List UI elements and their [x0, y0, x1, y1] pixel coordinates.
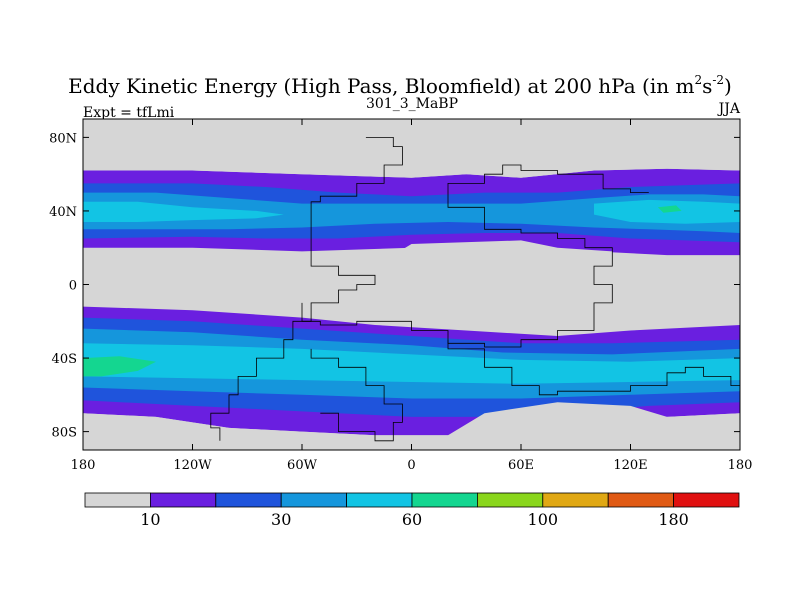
contour-region-sh-max-pacific — [83, 356, 156, 377]
colorbar-box — [215, 492, 282, 508]
contour-region-tropical-minimum-east — [612, 262, 740, 300]
contour-region-nh-core-pacific-west — [83, 201, 284, 222]
contour-region-tropical-minimum-west — [83, 256, 175, 267]
contour-region-polar-cap-south — [83, 402, 740, 441]
y-tick-label: 40S — [52, 352, 77, 367]
x-tick-label: 0 — [407, 458, 415, 473]
y-tick-label: 40N — [49, 205, 77, 220]
continent-outline-layer — [210, 137, 740, 442]
chart-title-s-exponent: -2 — [712, 73, 724, 87]
chart-title-m-exponent: 2 — [694, 73, 702, 87]
outline-continent-americas — [210, 137, 403, 441]
y-tick-label: 0 — [69, 279, 77, 294]
x-tick-label: 120W — [173, 458, 212, 473]
colorbar-box — [411, 492, 478, 508]
x-tick-label: 180 — [71, 458, 96, 473]
y-tick-label: 80N — [49, 131, 77, 146]
right-label: JJA — [717, 101, 741, 117]
colorbar-box — [673, 492, 740, 508]
colorbar-box — [476, 492, 544, 508]
contour-region-sh-core — [83, 343, 740, 384]
y-tick-label: 80S — [52, 426, 77, 441]
chart-title-close: ) — [724, 74, 732, 98]
colorbar-label: 30 — [271, 510, 291, 529]
colorbar-box — [280, 492, 348, 508]
outline-subcontinent-south-america — [310, 348, 403, 442]
chart-title: Eddy Kinetic Energy (High Pass, Bloomfie… — [68, 73, 732, 98]
x-tick-label: 60E — [508, 458, 534, 473]
colorbar-label: 60 — [402, 510, 422, 529]
contour-region-nh-max-pacific — [657, 205, 682, 213]
colorbar-box — [346, 492, 413, 508]
outline-continent-africa-eurasia — [301, 164, 649, 348]
contour-region-polar-cap-north — [83, 119, 740, 178]
x-axis: 180 120W 60W 0 60E 120E 180 — [71, 119, 753, 473]
y-axis: 80N 40N 0 40S 80S — [49, 131, 740, 441]
colorbar-box — [149, 492, 217, 508]
center-label: 301_3_MaBP — [366, 96, 458, 112]
x-tick-label: 120E — [613, 458, 647, 473]
colorbar-box — [84, 492, 151, 508]
outline-subcontinent-africa-south — [447, 339, 740, 396]
chart-title-s: s — [702, 74, 712, 98]
contour-region-tropical-minimum-central — [283, 240, 613, 313]
x-tick-label: 180 — [728, 458, 753, 473]
colorbar-label: 10 — [140, 510, 160, 529]
left-label: Expt = tfLmi — [83, 105, 175, 121]
chart-title-main: Eddy Kinetic Energy (High Pass, Bloomfie… — [68, 74, 694, 98]
colorbar-box — [542, 492, 609, 508]
colorbar: 10 30 60 100 180 — [84, 492, 740, 529]
x-tick-label: 60W — [287, 458, 318, 473]
colorbar-box — [607, 492, 675, 508]
contour-fill-layer — [83, 119, 740, 441]
colorbar-label: 100 — [528, 510, 559, 529]
contour-region-nh-storm-band-30 — [83, 192, 740, 233]
colorbar-label: 180 — [658, 510, 689, 529]
